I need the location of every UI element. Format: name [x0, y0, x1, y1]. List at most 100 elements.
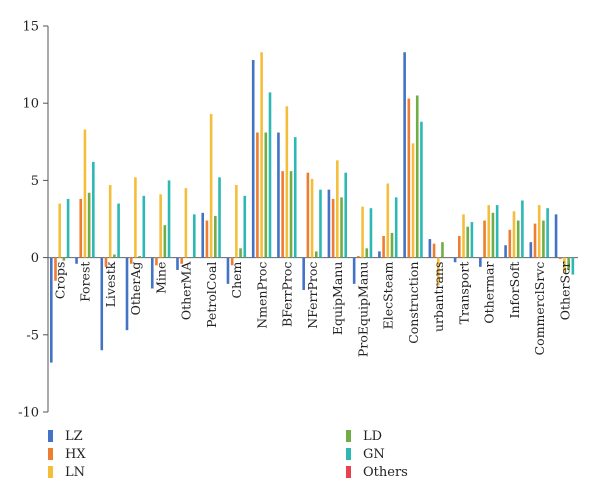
- bar-LZ-OtherSer: [554, 214, 558, 258]
- legend-label-LD: LD: [363, 429, 382, 444]
- category-label: urbantrans: [431, 262, 446, 332]
- bar-LZ-urbantrans: [428, 239, 432, 258]
- bar-LD-CommerclSrvc: [542, 220, 545, 258]
- bar-LZ-Livestk: [100, 257, 104, 351]
- category-label: Chem: [229, 261, 244, 298]
- bar-GN-NFerrProc: [319, 189, 322, 258]
- bar-GN-Construction: [420, 121, 423, 258]
- bar-LD-Chem: [239, 248, 242, 258]
- category-label: Forest: [78, 262, 93, 302]
- bar-LZ-Chem: [226, 257, 230, 284]
- bar-HX-InforSoft: [508, 229, 512, 258]
- legend-label-Others: Others: [363, 465, 408, 480]
- bar-GN-EquipManu: [344, 172, 348, 258]
- bar-LD-OtherSer: [567, 257, 570, 270]
- bar-LN-OtherAg: [134, 177, 137, 258]
- bar-LN-ElecSteam: [386, 183, 390, 258]
- category-label: OtherMA: [179, 261, 194, 320]
- category-label: InforSoft: [507, 262, 522, 319]
- category-label: OtherAg: [128, 262, 143, 316]
- bar-HX-CommerclSrvc: [533, 223, 537, 258]
- bar-HX-Crops: [54, 257, 57, 281]
- bar-HX-Othermar: [483, 220, 486, 258]
- bar-GN-OtherAg: [142, 195, 146, 258]
- category-label: ProEquipManu: [355, 262, 370, 357]
- bar-LZ-Mine: [150, 257, 154, 289]
- bar-LN-Mine: [159, 194, 162, 258]
- bar-LN-Crops: [58, 203, 61, 258]
- legend-swatch-LD: [346, 430, 351, 442]
- bar-GN-OtherSer: [571, 257, 575, 275]
- legend-swatch-LN: [48, 466, 53, 478]
- bar-LZ-Construction: [403, 52, 406, 258]
- bar-LN-urbantrans: [436, 257, 440, 286]
- category-label: BFerrProc: [280, 262, 295, 327]
- bar-LN-NmenProc: [260, 52, 263, 258]
- category-label: PetrolCoal: [204, 262, 219, 328]
- bar-HX-Livestk: [104, 257, 108, 267]
- category-label: Mine: [153, 262, 168, 294]
- bar-HX-urbantrans: [432, 243, 436, 258]
- legend-label-GN: GN: [363, 447, 385, 462]
- bar-LD-OtherAg: [138, 256, 141, 258]
- bar-LZ-Transport: [453, 257, 457, 263]
- bar-LD-Livestk: [113, 254, 116, 258]
- y-tick-label: 0: [31, 251, 39, 266]
- category-label: ElecSteam: [381, 261, 396, 329]
- bar-GN-Chem: [243, 195, 247, 258]
- bar-LD-Othermar: [491, 212, 495, 258]
- bar-LD-PetrolCoal: [214, 215, 217, 258]
- bar-GN-Mine: [167, 180, 171, 258]
- bar-GN-Transport: [470, 222, 474, 258]
- bar-HX-ElecSteam: [382, 235, 385, 258]
- bar-GN-CommerclSrvc: [546, 208, 549, 258]
- bar-GN-Othermar: [495, 205, 499, 258]
- bar-LZ-OtherAg: [125, 257, 129, 331]
- category-label: EquipManu: [330, 262, 345, 336]
- bar-HX-OtherSer: [558, 257, 562, 260]
- legend-label-LN: LN: [65, 465, 85, 480]
- bar-LZ-ElecSteam: [378, 251, 381, 258]
- bar-LZ-ProEquipManu: [352, 257, 356, 284]
- bar-LN-InforSoft: [512, 211, 516, 258]
- category-label: Transport: [456, 262, 471, 325]
- bar-HX-Forest: [79, 198, 83, 258]
- y-tick-label: 10: [22, 97, 39, 112]
- bar-LN-CommerclSrvc: [537, 205, 541, 258]
- bar-LN-ProEquipManu: [361, 206, 364, 258]
- bar-LZ-Crops: [50, 257, 53, 363]
- bar-GN-PetrolCoal: [218, 177, 221, 258]
- bar-LN-Chem: [235, 185, 238, 258]
- bar-HX-NFerrProc: [306, 172, 310, 258]
- bar-LD-InforSoft: [516, 220, 520, 258]
- bar-GN-Forest: [92, 161, 95, 258]
- legend-label-HX: HX: [65, 447, 86, 462]
- bar-GN-OtherMA: [192, 214, 196, 258]
- bar-LD-NmenProc: [264, 132, 268, 258]
- bar-LZ-CommerclSrvc: [529, 242, 533, 258]
- bar-GN-Livestk: [117, 203, 120, 258]
- category-label: Livestk: [103, 261, 118, 307]
- bar-LN-Transport: [462, 214, 465, 258]
- bar-LD-Crops: [62, 257, 66, 261]
- legend-swatch-HX: [48, 448, 53, 460]
- y-tick-label: 15: [22, 20, 39, 35]
- bar-LN-NFerrProc: [310, 178, 314, 258]
- bar-LD-NFerrProc: [314, 251, 318, 258]
- bar-LZ-PetrolCoal: [201, 212, 205, 258]
- bar-LN-EquipManu: [336, 160, 339, 258]
- legend: LZ HX LN LD GN Others: [48, 429, 408, 480]
- bar-HX-NmenProc: [256, 132, 259, 258]
- bar-LN-PetrolCoal: [209, 114, 213, 258]
- bar-GN-BFerrProc: [293, 137, 297, 258]
- category-label: CommerclSrvc: [532, 262, 547, 356]
- bar-LN-OtherMA: [184, 188, 188, 258]
- bars: [50, 52, 575, 363]
- category-label: Construction: [406, 262, 421, 344]
- category-label: NmenProc: [254, 262, 269, 329]
- y-tick-label: -5: [26, 328, 39, 343]
- bar-HX-Transport: [458, 235, 461, 258]
- bar-LD-EquipManu: [340, 197, 343, 258]
- bar-HX-OtherAg: [129, 257, 133, 264]
